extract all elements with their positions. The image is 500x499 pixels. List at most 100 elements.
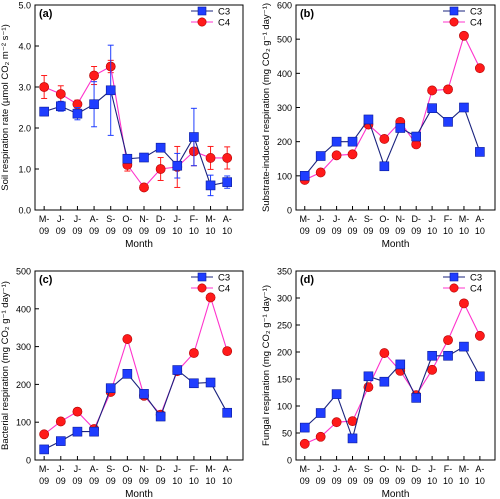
data-point-c3 [331, 389, 342, 399]
plot-frame [34, 270, 244, 461]
x-tick-label-year: 09 [39, 476, 49, 486]
x-tick-label: F- [444, 464, 453, 474]
data-point-c3 [155, 142, 166, 153]
data-point-c3 [89, 99, 99, 110]
x-tick-label-year: 10 [222, 476, 232, 486]
data-point-c4 [331, 150, 342, 161]
y-tick-label: 0.0 [18, 206, 31, 216]
legend-label: C4 [218, 284, 230, 295]
data-point-c4 [459, 30, 469, 41]
y-tick-label: 2.0 [18, 124, 31, 134]
data-point-c3 [205, 180, 216, 191]
series-C4 [39, 59, 233, 193]
data-point-c3 [122, 153, 133, 164]
data-point-c4 [443, 84, 453, 95]
x-tick-label-year: 09 [348, 226, 358, 236]
y-tick-label: 250 [277, 321, 292, 331]
data-point-c4 [189, 348, 199, 358]
data-point-c3 [331, 136, 342, 147]
x-axis-title: Month [382, 239, 410, 250]
panel-c: 0 100 200 300 400 500 M- 09 J- 09 J- 09 A- 09 S- 09 O- 09… [0, 267, 244, 499]
data-point-c4 [55, 89, 66, 99]
x-tick-label: M- [459, 214, 470, 224]
y-tick-label: 100 [277, 402, 292, 412]
panel-b: 0 100 200 300 400 500 600 M- 09 J- 09 J- 09 A- 09 S- 09 O… [261, 1, 496, 250]
legend-label: C4 [470, 18, 482, 29]
legend-marker-c4 [449, 283, 459, 293]
x-tick-label: O- [122, 464, 132, 474]
data-point-c3 [139, 152, 149, 163]
x-tick-label: J- [74, 464, 82, 474]
x-tick-label-year: 09 [316, 476, 326, 486]
y-axis-title: Bacterial respiration (mg CO₂ g⁻¹ day⁻¹) [0, 281, 11, 450]
legend-marker-c4 [449, 17, 459, 27]
y-axis-title: Fungal respiration (mg CO₂ g⁻¹ day⁻¹) [261, 285, 272, 446]
x-tick-label-year: 09 [348, 476, 358, 486]
x-tick-label-year: 09 [122, 226, 132, 236]
x-tick-label-year: 09 [300, 226, 310, 236]
data-point-c3 [411, 131, 421, 142]
data-point-c4 [39, 429, 50, 440]
data-point-c3 [427, 350, 437, 361]
x-tick-label: O- [122, 214, 132, 224]
x-tick-label: J- [57, 214, 65, 224]
x-tick-label-year: 10 [222, 226, 232, 236]
data-point-c3 [155, 411, 166, 422]
series-C4 [299, 30, 485, 185]
x-tick-label: J- [317, 214, 325, 224]
legend-marker-c3 [197, 272, 207, 282]
x-tick-label: F- [190, 464, 199, 474]
x-tick-label: N- [396, 464, 406, 474]
data-point-c3 [427, 103, 437, 113]
data-point-c3 [39, 106, 49, 117]
x-tick-label: A- [475, 214, 484, 224]
series-line [304, 106, 481, 177]
y-tick-label: 4.0 [18, 42, 31, 52]
data-point-c3 [222, 407, 232, 418]
x-tick-label-year: 09 [139, 226, 149, 236]
x-tick-label: J- [174, 214, 182, 224]
data-point-c3 [222, 177, 232, 187]
data-point-c3 [72, 426, 83, 437]
data-point-c4 [205, 292, 216, 303]
x-tick-label: N- [396, 214, 406, 224]
data-point-c4 [427, 85, 438, 96]
x-axis-title: Month [382, 489, 410, 499]
y-tick-label: 3.0 [18, 83, 31, 93]
data-point-c4 [155, 164, 166, 174]
plot-frame [34, 4, 244, 211]
x-tick-label-year: 10 [189, 226, 199, 236]
data-point-c3 [189, 132, 199, 142]
y-tick-label: 500 [277, 35, 292, 45]
x-tick-label: D- [156, 214, 166, 224]
x-tick-label-year: 10 [189, 476, 199, 486]
x-tick-label: J- [74, 214, 82, 224]
data-point-c4 [139, 182, 149, 193]
x-tick-label: A- [348, 214, 357, 224]
x-tick-label: S- [106, 464, 115, 474]
x-tick-label-year: 10 [172, 226, 182, 236]
panel-a: 0.0 1.0 2.0 3.0 4.0 5.0 M- 09 J- 09 J- 09 A- 09 S- 09 O-… [0, 1, 244, 250]
data-point-c4 [205, 153, 216, 163]
data-point-c3 [189, 378, 199, 389]
x-tick-label: A- [223, 214, 232, 224]
data-point-c4 [443, 335, 453, 346]
data-point-c3 [122, 369, 133, 379]
y-tick-label: 400 [277, 69, 292, 79]
series-line [43, 295, 228, 435]
data-point-c4 [474, 63, 485, 74]
x-tick-label-year: 10 [459, 226, 469, 236]
data-point-c4 [299, 438, 310, 449]
data-point-c3 [459, 102, 469, 113]
legend-marker-c3 [449, 6, 459, 16]
data-point-c3 [379, 376, 390, 387]
y-tick-label: 200 [277, 348, 292, 358]
x-tick-label-year: 09 [379, 226, 389, 236]
x-tick-label: O- [379, 214, 389, 224]
data-point-c4 [315, 431, 326, 442]
x-tick-label-year: 09 [395, 476, 405, 486]
x-tick-label: M- [205, 464, 216, 474]
